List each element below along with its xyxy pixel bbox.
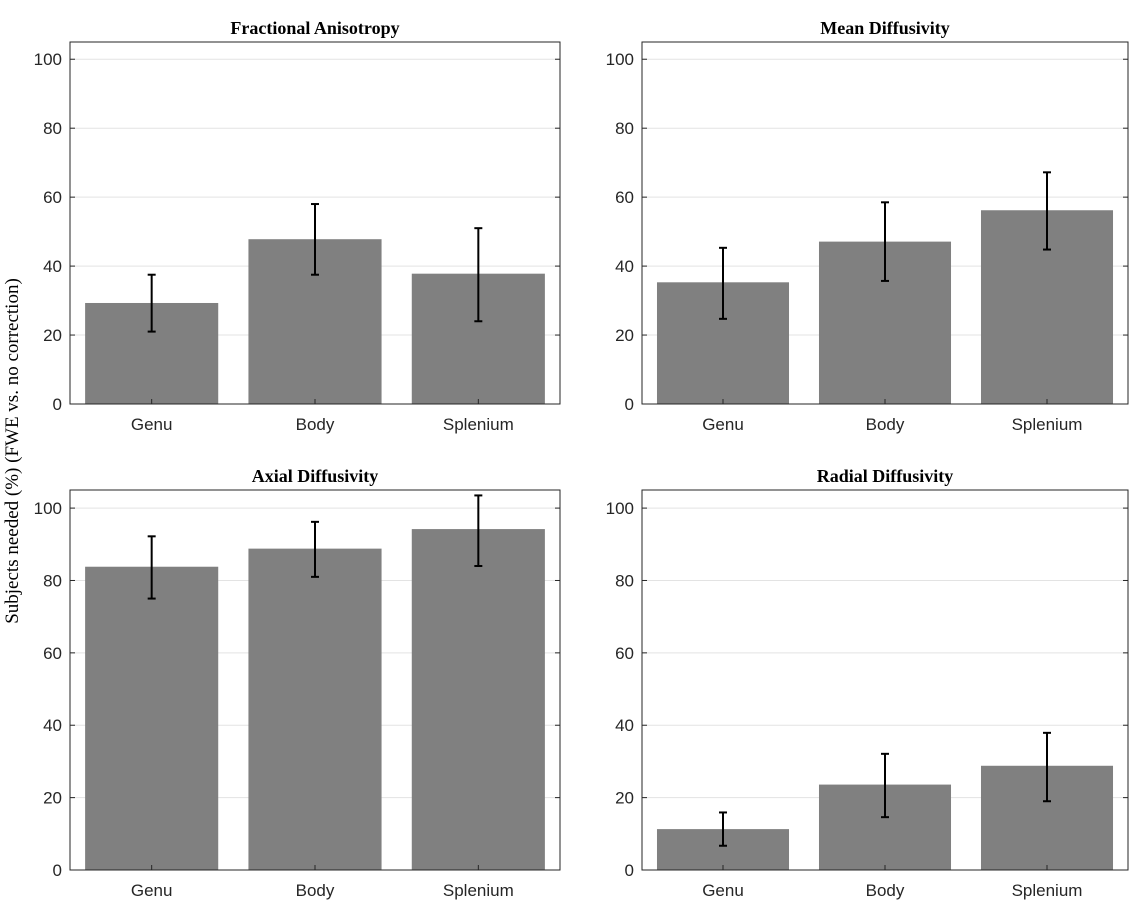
- panel-radial-diffusivity: Genu Body Splenium 0 20 40 60 80 100 Radial Diffu…: [606, 466, 1129, 900]
- y-tick-label-40: 40: [43, 716, 62, 735]
- y-tick-label-0: 0: [53, 395, 62, 414]
- y-tick-label-40: 40: [615, 257, 634, 276]
- y-tick-label-20: 20: [615, 326, 634, 345]
- bar-body: [248, 548, 382, 870]
- bar-genu: [85, 566, 219, 870]
- chart-title: Fractional Anisotropy: [230, 18, 399, 38]
- y-tick-label-0: 0: [625, 861, 634, 880]
- x-tick-label-body: Body: [296, 415, 335, 434]
- x-tick-label-body: Body: [866, 881, 905, 900]
- x-tick-label-genu: Genu: [131, 415, 173, 434]
- y-tick-label-80: 80: [43, 571, 62, 590]
- x-tick-label-splenium: Splenium: [443, 415, 514, 434]
- y-tick-label-40: 40: [43, 257, 62, 276]
- y-tick-label-100: 100: [606, 499, 634, 518]
- y-tick-label-60: 60: [615, 644, 634, 663]
- x-tick-label-genu: Genu: [702, 881, 744, 900]
- y-tick-label-60: 60: [43, 644, 62, 663]
- y-tick-label-100: 100: [34, 499, 62, 518]
- y-tick-label-20: 20: [615, 789, 634, 808]
- y-tick-label-60: 60: [615, 188, 634, 207]
- chart-title: Mean Diffusivity: [820, 18, 950, 38]
- y-tick-label-100: 100: [34, 50, 62, 69]
- y-tick-label-80: 80: [43, 119, 62, 138]
- x-tick-label-genu: Genu: [702, 415, 744, 434]
- x-tick-label-body: Body: [866, 415, 905, 434]
- x-tick-label-splenium: Splenium: [1012, 881, 1083, 900]
- x-tick-label-body: Body: [296, 881, 335, 900]
- y-tick-label-60: 60: [43, 188, 62, 207]
- y-tick-label-40: 40: [615, 716, 634, 735]
- bar-splenium: [411, 529, 545, 870]
- panel-fractional-anisotropy: Genu Body Splenium 0 20 40 60 80 100 Fractional A…: [34, 18, 561, 434]
- chart-title: Axial Diffusivity: [252, 466, 379, 486]
- y-tick-label-0: 0: [53, 861, 62, 880]
- chart-title: Radial Diffusivity: [817, 466, 954, 486]
- x-tick-label-splenium: Splenium: [1012, 415, 1083, 434]
- y-tick-label-80: 80: [615, 119, 634, 138]
- y-tick-label-80: 80: [615, 571, 634, 590]
- y-tick-label-0: 0: [625, 395, 634, 414]
- x-tick-label-splenium: Splenium: [443, 881, 514, 900]
- y-tick-label-20: 20: [43, 326, 62, 345]
- x-tick-label-genu: Genu: [131, 881, 173, 900]
- y-tick-label-100: 100: [606, 50, 634, 69]
- panel-axial-diffusivity: Genu Body Splenium 0 20 40 60 80 100 Axial Diffus…: [34, 466, 561, 900]
- y-tick-label-20: 20: [43, 789, 62, 808]
- panel-mean-diffusivity: Genu Body Splenium 0 20 40 60 80 100 Mean Diffusi…: [606, 18, 1129, 434]
